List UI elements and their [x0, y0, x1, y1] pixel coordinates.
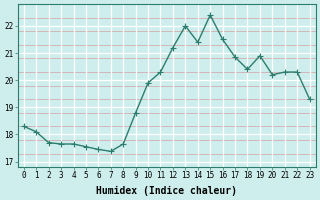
X-axis label: Humidex (Indice chaleur): Humidex (Indice chaleur): [96, 186, 237, 196]
